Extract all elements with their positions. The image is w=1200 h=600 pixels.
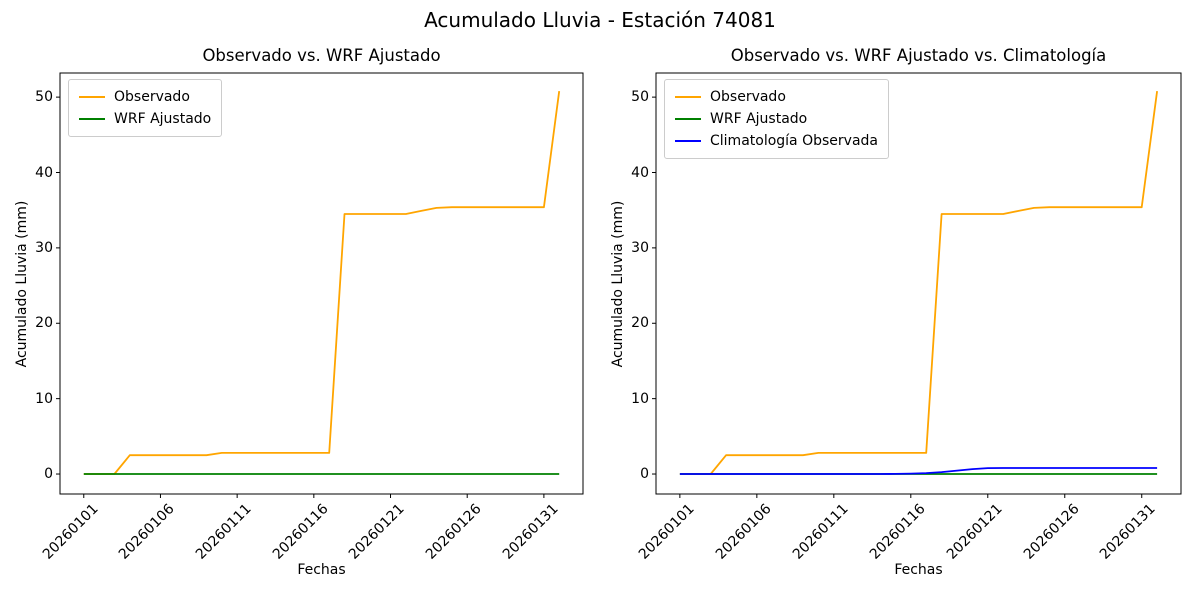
- legend-label: Observado: [710, 89, 786, 105]
- y-tick-label: 10: [35, 390, 53, 407]
- legend-label: Climatología Observada: [710, 133, 878, 149]
- y-tick-label: 20: [35, 315, 53, 332]
- wrf-ajustado-legend-swatch-icon: [79, 117, 105, 121]
- y-tick-label: 10: [631, 390, 649, 407]
- y-tick-label: 0: [44, 466, 53, 483]
- observado-legend-swatch-icon: [79, 95, 105, 99]
- legend-item-wrf-ajustado: WRF Ajustado: [79, 108, 211, 130]
- y-tick-label: 0: [640, 466, 649, 483]
- y-tick-label: 40: [35, 164, 53, 181]
- y-tick-label: 40: [631, 164, 649, 181]
- legend-item-climatolog-a-observada: Climatología Observada: [675, 130, 878, 152]
- axes-border: [655, 72, 1182, 495]
- y-tick-label: 50: [631, 89, 649, 106]
- climatolog-a-observada-legend-swatch-icon: [675, 139, 701, 143]
- y-tick-label: 30: [35, 239, 53, 256]
- subplot-right-title: Observado vs. WRF Ajustado vs. Climatolo…: [730, 46, 1107, 65]
- climatolog-a-observada-line: [679, 467, 1158, 475]
- observado-line: [83, 90, 561, 475]
- legend-item-observado: Observado: [79, 86, 211, 108]
- legend-item-observado: Observado: [675, 86, 878, 108]
- observado-line: [679, 90, 1158, 475]
- legend-label: WRF Ajustado: [114, 111, 212, 127]
- axes-border: [59, 72, 584, 495]
- y-tick-label: 30: [631, 239, 649, 256]
- subplot-left-xlabel: Fechas: [297, 562, 346, 578]
- legend-label: WRF Ajustado: [710, 111, 808, 127]
- figure-title: Acumulado Lluvia - Estación 74081: [424, 8, 776, 32]
- legend: Observado WRF Ajustado Climatología Observ…: [664, 79, 889, 159]
- subplot-right-xlabel: Fechas: [894, 562, 943, 578]
- observado-legend-swatch-icon: [675, 95, 701, 99]
- y-tick-label: 50: [35, 89, 53, 106]
- legend-label: Observado: [114, 89, 190, 105]
- y-tick-label: 20: [631, 315, 649, 332]
- legend-item-wrf-ajustado: WRF Ajustado: [675, 108, 878, 130]
- wrf-ajustado-legend-swatch-icon: [675, 117, 701, 121]
- legend: Observado WRF Ajustado: [68, 79, 223, 137]
- subplot-left-title: Observado vs. WRF Ajustado: [202, 46, 441, 65]
